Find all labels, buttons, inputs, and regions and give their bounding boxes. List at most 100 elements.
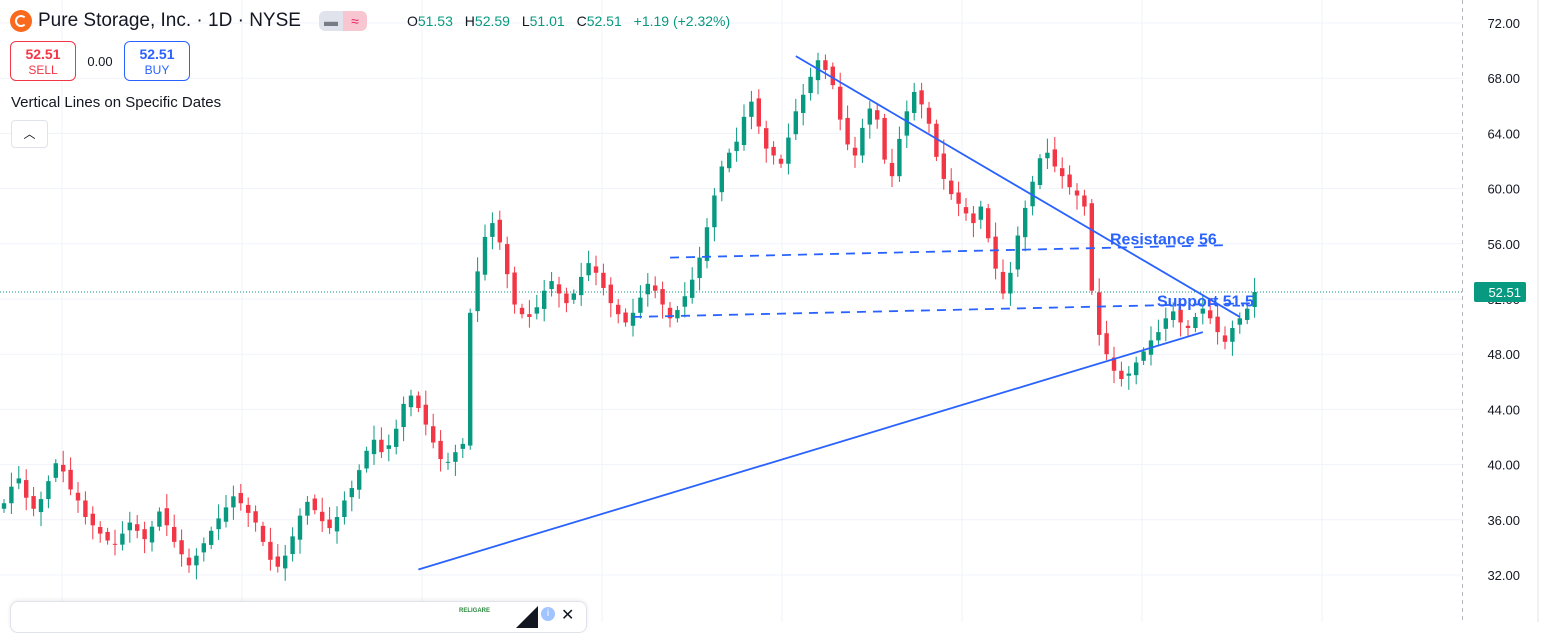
price-tick-label: 60.00 xyxy=(1487,182,1520,197)
candle-body xyxy=(690,279,695,298)
candle-body xyxy=(823,60,828,70)
candle-body xyxy=(830,66,835,86)
descending-trendline xyxy=(795,55,1241,318)
info-icon[interactable]: i xyxy=(541,607,555,621)
indicator-label[interactable]: Vertical Lines on Specific Dates xyxy=(11,94,222,111)
candle-body xyxy=(223,507,229,522)
candle-body xyxy=(1008,272,1013,294)
candle-body xyxy=(1037,158,1043,186)
candle-body xyxy=(1000,271,1006,294)
candle-body xyxy=(1134,362,1139,376)
candle-body xyxy=(527,314,532,317)
price-tick-label: 68.00 xyxy=(1487,71,1520,86)
candle-body xyxy=(1245,308,1250,320)
candle-body xyxy=(934,123,939,157)
candle-body xyxy=(645,283,650,295)
candle-body xyxy=(1060,168,1065,177)
last-price-label: 52.51 xyxy=(1488,285,1521,300)
candle-body xyxy=(1015,235,1020,270)
candle-body xyxy=(482,236,488,275)
candle-body xyxy=(445,461,451,463)
candle-body xyxy=(31,496,36,509)
candle-body xyxy=(16,478,21,484)
close-icon[interactable]: ✕ xyxy=(561,607,575,624)
candle-body xyxy=(1,503,7,509)
candle-body xyxy=(993,236,998,269)
candle-body xyxy=(431,426,436,443)
candle-body xyxy=(127,522,132,531)
symbol-title[interactable]: Pure Storage, Inc. · 1D · NYSE xyxy=(38,10,301,31)
candle-body xyxy=(475,271,480,312)
close-value: 52.51 xyxy=(586,13,622,29)
change-value: +1.19 (+2.32%) xyxy=(633,13,731,29)
candle-body xyxy=(253,511,258,523)
candle-body xyxy=(497,219,502,243)
candle-body xyxy=(571,293,576,300)
buy-price: 52.51 xyxy=(139,46,175,62)
candle-body xyxy=(756,98,761,127)
sell-label: SELL xyxy=(28,63,58,77)
candle-body xyxy=(838,86,843,120)
candle-body xyxy=(290,536,295,555)
spread-value: 0.00 xyxy=(87,53,113,69)
approx-icon[interactable]: ≈ xyxy=(342,11,367,31)
candle-body xyxy=(164,508,169,526)
candle-body xyxy=(1074,190,1080,196)
candle-body xyxy=(749,101,754,117)
axis-background xyxy=(1462,0,1545,622)
candle-body xyxy=(246,504,251,513)
candle-body xyxy=(460,443,465,449)
candle-body xyxy=(971,213,976,224)
price-axis[interactable]: 72.0068.0064.0060.0056.0052.0048.0044.00… xyxy=(1462,0,1545,622)
support-line xyxy=(632,302,1255,318)
ad-banner[interactable]: RELIGARE i ✕ xyxy=(10,601,587,633)
minus-icon[interactable]: ▬ xyxy=(318,11,343,31)
chart-header: Pure Storage, Inc. · 1D · NYSE ▬ ≈ O51.5… xyxy=(10,8,738,34)
candle-body xyxy=(38,499,44,513)
candle-body xyxy=(1163,318,1168,329)
candle-body xyxy=(312,498,317,511)
candle-body xyxy=(1156,332,1161,341)
sell-button[interactable]: 52.51 SELL xyxy=(10,41,76,81)
candle-body xyxy=(875,110,880,120)
close-key: C xyxy=(576,13,587,29)
collapse-indicators-button[interactable]: ︿ xyxy=(11,120,48,148)
candle-body xyxy=(135,524,140,531)
candle-body xyxy=(297,515,303,540)
candle-body xyxy=(1030,181,1035,207)
candle-body xyxy=(860,127,865,156)
candle-body xyxy=(1171,311,1176,320)
candle-body xyxy=(564,293,569,304)
candle-body xyxy=(549,281,554,290)
price-tick-label: 72.00 xyxy=(1487,16,1520,31)
candle-body xyxy=(379,439,384,453)
candle-body xyxy=(371,439,377,455)
price-tick-label: 64.00 xyxy=(1487,126,1520,141)
candle-body xyxy=(608,284,613,304)
candle-body xyxy=(1178,309,1183,323)
candle-body xyxy=(897,138,902,177)
candle-body xyxy=(423,404,428,425)
ascending-trendline xyxy=(418,331,1204,571)
candle-body xyxy=(438,440,443,460)
candle-body xyxy=(149,526,155,543)
buy-label: BUY xyxy=(144,63,170,77)
candle-body xyxy=(209,530,214,545)
price-tick-label: 40.00 xyxy=(1487,458,1520,473)
candle-body xyxy=(1082,195,1087,207)
chart-type-toggle[interactable]: ▬ ≈ xyxy=(318,11,367,31)
candle-body xyxy=(468,312,473,446)
candle-body xyxy=(90,513,95,526)
drawing-layer[interactable]: Resistance 56 Support 51.5 xyxy=(418,55,1255,571)
candle-body xyxy=(801,94,806,113)
candle-body xyxy=(741,116,747,145)
candle-body xyxy=(512,272,517,305)
buy-button[interactable]: 52.51 BUY xyxy=(124,41,190,81)
candle-body xyxy=(986,208,991,239)
candle-body xyxy=(364,450,369,469)
candle-body xyxy=(157,511,162,527)
candle-body xyxy=(1126,373,1131,376)
candle-body xyxy=(630,312,636,326)
candle-body xyxy=(1208,310,1213,319)
